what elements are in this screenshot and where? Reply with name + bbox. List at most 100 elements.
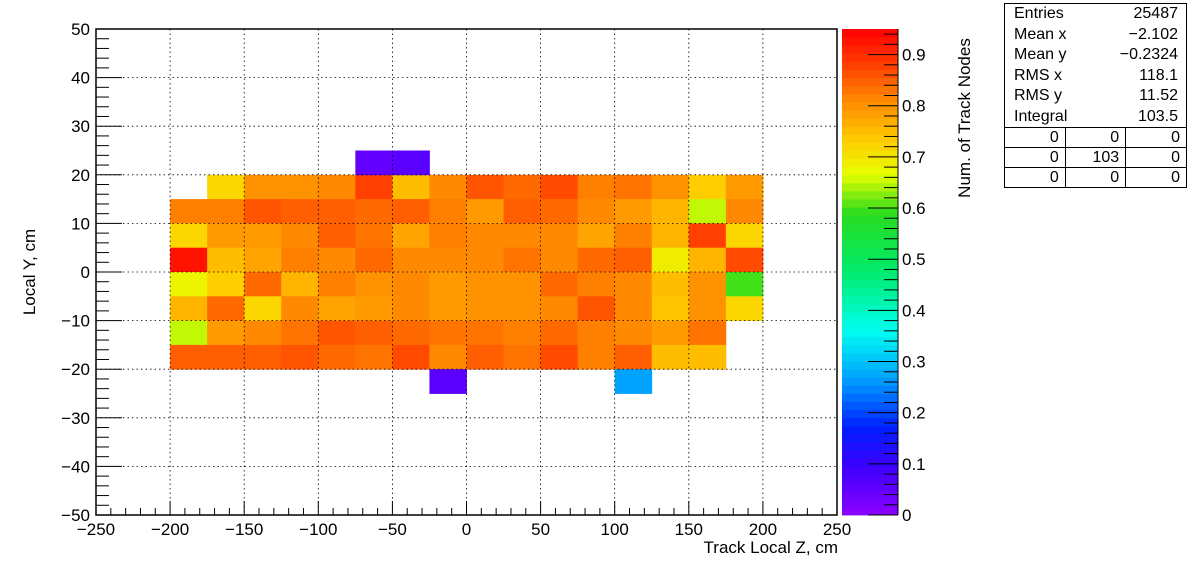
heatmap-cell [244, 344, 282, 370]
stats-label: RMS x [1014, 66, 1062, 84]
heatmap-cell [540, 247, 579, 273]
heatmap-cell [688, 174, 727, 200]
palette-band [842, 369, 898, 378]
heatmap-cell [170, 223, 208, 249]
heatmap-cell [540, 296, 579, 321]
palette-band [842, 296, 898, 305]
heatmap-cell [614, 174, 653, 200]
heatmap-cell [503, 320, 541, 346]
x-tick-label: 100 [601, 520, 629, 539]
z-tick-label: 0.8 [902, 97, 926, 116]
heatmap-cell [540, 272, 579, 297]
z-tick-label: 0.5 [902, 250, 926, 269]
heatmap-cell [503, 344, 541, 370]
palette-band [842, 231, 898, 240]
heatmap-cell [318, 272, 356, 297]
heatmap-cell [466, 320, 504, 346]
palette-band [842, 69, 898, 78]
heatmap-cell [318, 296, 356, 321]
z-tick-label: 0.7 [902, 148, 926, 167]
heatmap-cell [688, 344, 727, 370]
stats-row: RMS x 118.1 [1005, 66, 1186, 87]
stats-grid-cell: 0 [1005, 147, 1066, 168]
heatmap-cell [244, 247, 282, 273]
heatmap-cell [170, 320, 208, 346]
heatmap-cell [318, 344, 356, 370]
heatmap-cell [392, 199, 430, 224]
palette-band [842, 45, 898, 54]
heatmap-cell [281, 320, 319, 346]
heatmap-cell [355, 296, 393, 321]
heatmap-cell [577, 320, 616, 346]
palette-band [842, 247, 898, 257]
heatmap-cell [355, 320, 393, 346]
palette-band [842, 199, 898, 208]
z-axis-title: Num. of Track Nodes [955, 38, 974, 198]
heatmap-cell [207, 296, 245, 321]
heatmap-cell [614, 247, 653, 273]
palette-band [842, 118, 898, 127]
heatmap-cell [466, 344, 504, 370]
palette-band [842, 353, 898, 362]
heatmap-cell [355, 174, 393, 200]
heatmap-cell [207, 223, 245, 249]
palette-band [842, 401, 898, 411]
heatmap-cell [281, 223, 319, 249]
heatmap-cell [577, 296, 616, 321]
heatmap-cell [651, 174, 690, 200]
heatmap-cell [688, 320, 727, 346]
x-tick-label: −200 [151, 520, 189, 539]
palette-band [842, 142, 898, 151]
heatmap-cell [244, 320, 282, 346]
stats-row: Mean y −0.2324 [1005, 45, 1186, 66]
heatmap-cell [725, 272, 764, 297]
palette-band [842, 450, 898, 459]
y-tick-label: 0 [81, 263, 90, 282]
palette-band [842, 61, 898, 70]
palette-band [842, 134, 898, 143]
color-scale: 0 0.1 0.2 0.3 0.4 0.5 0.6 0.7 0.8 0.9 [842, 29, 926, 525]
x-tick-label: 150 [675, 520, 703, 539]
x-axis: −250 −200 −150 −100 −50 0 50 100 150 200 250 [77, 501, 851, 539]
heatmap-cell [466, 174, 504, 200]
palette-band [842, 288, 898, 297]
heatmap-cell [170, 247, 208, 273]
x-tick-label: −50 [378, 520, 407, 539]
y-tick-label: 10 [71, 214, 90, 233]
heatmap-cell [614, 272, 653, 297]
heatmap-cell [503, 272, 541, 297]
palette-band [842, 126, 898, 135]
y-axis: −50 −40 −30 −20 −10 0 10 20 30 40 50 [61, 20, 122, 525]
heatmap-cell [281, 247, 319, 273]
stats-row: Entries 25487 [1005, 4, 1186, 25]
heatmap-cell [466, 199, 504, 224]
x-tick-label: 0 [462, 520, 471, 539]
heatmap-cell [503, 247, 541, 273]
heatmap-cell [688, 296, 727, 321]
y-tick-label: 20 [71, 166, 90, 185]
heatmap-cell [614, 223, 653, 249]
stats-row: Integral 103.5 [1005, 107, 1186, 128]
palette-band [842, 272, 898, 281]
palette-band [842, 77, 898, 87]
heatmap-cell [429, 199, 467, 224]
heatmap-cell [577, 223, 616, 249]
heatmap-cell [429, 272, 467, 297]
y-tick-label: 40 [71, 69, 90, 88]
y-tick-label: −30 [61, 409, 90, 428]
z-tick-label: 0.6 [902, 199, 926, 218]
heatmap-cell [503, 199, 541, 224]
stats-label: Mean y [1014, 46, 1067, 63]
heatmap-cell [244, 199, 282, 224]
heatmap-cell [577, 272, 616, 297]
palette-band [842, 150, 898, 159]
heatmap-cell [207, 272, 245, 297]
y-tick-label: −40 [61, 457, 90, 476]
heatmap-cell [244, 223, 282, 249]
heatmap-cell [355, 150, 393, 176]
heatmap-cell [725, 247, 764, 273]
stats-value: 118.1 [1139, 66, 1178, 84]
heatmap-cell [651, 199, 690, 224]
palette-band [842, 466, 898, 475]
